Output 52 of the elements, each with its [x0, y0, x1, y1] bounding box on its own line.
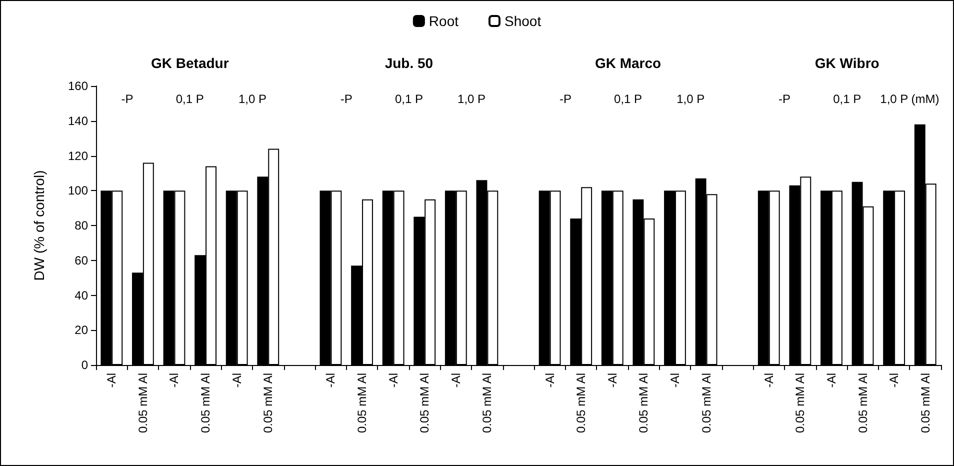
- annotation: 0,1 P: [394, 92, 423, 106]
- x-tick-label: -Al: [167, 373, 182, 388]
- y-tick-label: 40: [74, 288, 88, 302]
- x-tick-label: -Al: [542, 373, 557, 388]
- x-tick-label: 0.05 mM Al: [198, 373, 213, 434]
- x-tick-label: -Al: [104, 373, 119, 388]
- y-tick-label: 20: [74, 323, 88, 338]
- x-tick-label: 0.05 mM Al: [418, 373, 432, 434]
- annotation: -P: [778, 92, 791, 106]
- y-tick-label: 60: [74, 253, 88, 268]
- annotation: 0,1 P: [614, 92, 642, 106]
- x-tick-label: 0.05 mM Al: [574, 373, 588, 434]
- x-tick-label: -Al: [605, 373, 620, 388]
- y-tick-label: 80: [74, 218, 88, 232]
- annotation: 1,0 P: [458, 92, 486, 106]
- x-tick-label: -Al: [324, 373, 338, 388]
- annotation: 1,0 P: [238, 92, 266, 106]
- annotation: -P: [340, 92, 352, 106]
- x-tick-label: 0.05 mM Al: [355, 373, 370, 434]
- legend-label: Root: [428, 13, 459, 29]
- y-tick-label: 140: [68, 114, 88, 128]
- x-tick-label: 0.05 mM Al: [699, 373, 714, 434]
- x-tick-label: -Al: [762, 373, 776, 388]
- text: GK Wibro: [814, 55, 880, 71]
- annotation: 0,1 P: [833, 92, 862, 106]
- x-tick-label: -Al: [887, 373, 902, 388]
- y-tick-label: 160: [68, 79, 88, 93]
- x-tick-label: -Al: [448, 373, 463, 388]
- x-tick-label: -Al: [668, 373, 682, 388]
- annotation: -P: [559, 92, 572, 106]
- text: GK Marco: [594, 55, 662, 71]
- y-tick-label: 120: [68, 148, 88, 163]
- y-tick-label: 100: [68, 184, 88, 198]
- x-tick-label: 0.05 mM Al: [261, 373, 276, 434]
- x-tick-label: 0.05 mM Al: [856, 373, 870, 434]
- annotation: 1,0 P (mM): [880, 92, 940, 106]
- text: GK Betadur: [150, 55, 230, 71]
- x-tick-label: 0.05 mM Al: [480, 373, 494, 434]
- x-tick-label: -Al: [824, 373, 838, 388]
- x-tick-label: -Al: [230, 373, 244, 388]
- annotation: -P: [121, 92, 134, 106]
- x-tick-label: 0.05 mM Al: [793, 373, 808, 434]
- x-tick-label: 0.05 mM Al: [918, 373, 932, 434]
- x-tick-label: 0.05 mM Al: [636, 373, 651, 434]
- x-tick-label: 0.05 mM Al: [136, 373, 150, 434]
- text: Jub. 50: [384, 55, 434, 71]
- x-tick-label: -Al: [386, 373, 400, 388]
- y-axis-title: DW (% of control): [31, 170, 47, 281]
- legend-label: Shoot: [504, 13, 542, 29]
- annotation: 1,0 P: [676, 92, 705, 106]
- y-tick-label: 0: [81, 358, 88, 372]
- annotation: 0,1 P: [176, 92, 204, 106]
